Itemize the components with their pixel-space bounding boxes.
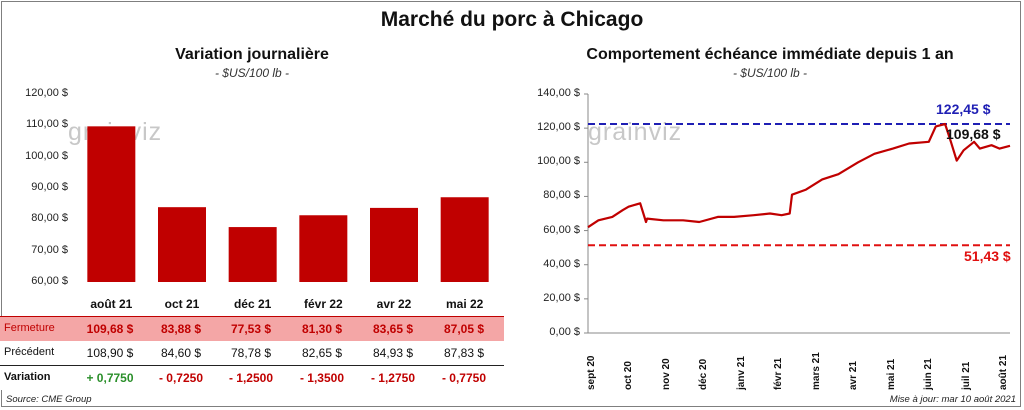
- x-tick-label: juil 21: [960, 361, 972, 390]
- bar-2: [228, 227, 277, 282]
- left-chart-title: Variation journalière: [175, 46, 329, 63]
- y-tick-label: 90,00 $: [31, 181, 68, 193]
- low-label: 51,43 $: [964, 248, 1011, 264]
- table-cell: 77,53 $: [230, 322, 272, 336]
- price-line: [587, 122, 1011, 229]
- x-tick-label: août 21: [998, 354, 1009, 390]
- x-tick-label: sept 20: [586, 355, 597, 390]
- table-row: Variation + 0,7750 - 0,7250 - 1,2500 - 1,350…: [0, 366, 504, 390]
- bar-0: [87, 126, 136, 282]
- y-tick-label: 70,00 $: [31, 243, 68, 256]
- left-chart-unit: - $US/100 lb -: [214, 66, 290, 80]
- y-tick-label: 110,00 $: [25, 118, 68, 131]
- table-cell: + 0,7750: [86, 371, 134, 385]
- x-category-label: août 21: [90, 297, 133, 311]
- x-tick-label: janv 21: [735, 356, 747, 390]
- y-tick-label: 100,00 $: [537, 155, 580, 168]
- x-category-label: févr 22: [303, 297, 343, 311]
- table-cell: 87,83 $: [443, 346, 485, 360]
- x-tick-label: avr 21: [848, 361, 860, 390]
- last-value-label: 109,68 $: [946, 126, 1001, 142]
- x-tick-label: févr 21: [773, 357, 785, 390]
- table-cell: 82,65 $: [301, 346, 343, 360]
- x-tick-label: mai 21: [885, 358, 897, 390]
- right-chart-unit: - $US/100 lb -: [732, 66, 808, 80]
- x-category-label: mai 22: [445, 297, 484, 311]
- x-category-label: oct 21: [164, 297, 200, 311]
- table-cell: - 1,2750: [370, 371, 416, 385]
- y-tick-label: 120,00 $: [537, 121, 580, 134]
- x-category-label: avr 22: [376, 297, 412, 311]
- table-cell: - 0,7250: [158, 371, 204, 385]
- y-tick-label: 40,00 $: [543, 257, 580, 270]
- table-cell: 109,68 $: [86, 322, 134, 336]
- high-label: 122,45 $: [936, 101, 991, 117]
- x-tick-label: mars 21: [810, 352, 822, 390]
- table-cell: 108,90 $: [86, 346, 134, 360]
- bar-4: [370, 207, 418, 282]
- y-tick-label: 140,00 $: [537, 87, 580, 99]
- table-row: Précédent 108,90 $ 84,60 $ 78,78 $ 82,65 $ 84…: [0, 341, 504, 366]
- y-tick-label: 80,00 $: [31, 212, 68, 225]
- y-tick-label: 120,00 $: [25, 87, 68, 99]
- page-title: Marché du porc à Chicago: [380, 8, 644, 31]
- y-tick-label: 0,00 $: [549, 326, 580, 338]
- table-cell: 84,93 $: [372, 346, 414, 360]
- y-tick-label: 100,00 $: [25, 149, 68, 162]
- x-tick-label: oct 20: [623, 361, 635, 390]
- row-label: Fermeture: [4, 322, 55, 334]
- table-cell: - 1,3500: [299, 371, 345, 385]
- x-tick-label: juin 21: [923, 358, 935, 390]
- table-cell: 78,78 $: [230, 346, 272, 360]
- source-note: Source: CME Group: [6, 394, 92, 405]
- right-chart-title: Comportement échéance immédiate depuis 1…: [586, 46, 954, 63]
- table-cell: 83,65 $: [372, 322, 414, 336]
- bar-1: [158, 207, 206, 282]
- row-label: Précédent: [4, 346, 55, 358]
- x-tick-label: nov 20: [660, 358, 672, 390]
- table-cell: 87,05 $: [443, 322, 485, 336]
- update-note: Mise à jour: mar 10 août 2021: [889, 394, 1016, 405]
- row-label: Variation: [4, 371, 51, 383]
- x-tick-label: déc 20: [698, 358, 710, 390]
- bar-5: [440, 197, 489, 282]
- bar-3: [299, 215, 348, 282]
- table-cell: - 1,2500: [228, 371, 274, 385]
- y-tick-label: 60,00 $: [543, 223, 580, 236]
- table-cell: - 0,7750: [441, 371, 487, 385]
- y-tick-label: 80,00 $: [543, 189, 580, 202]
- y-tick-label: 60,00 $: [31, 275, 68, 287]
- table-cell: 81,30 $: [301, 322, 343, 336]
- x-category-label: déc 21: [233, 297, 272, 311]
- table-cell: 84,60 $: [160, 346, 202, 360]
- y-tick-label: 20,00 $: [543, 291, 580, 304]
- right-watermark: grainviz: [588, 118, 683, 146]
- table-cell: 83,88 $: [160, 322, 202, 336]
